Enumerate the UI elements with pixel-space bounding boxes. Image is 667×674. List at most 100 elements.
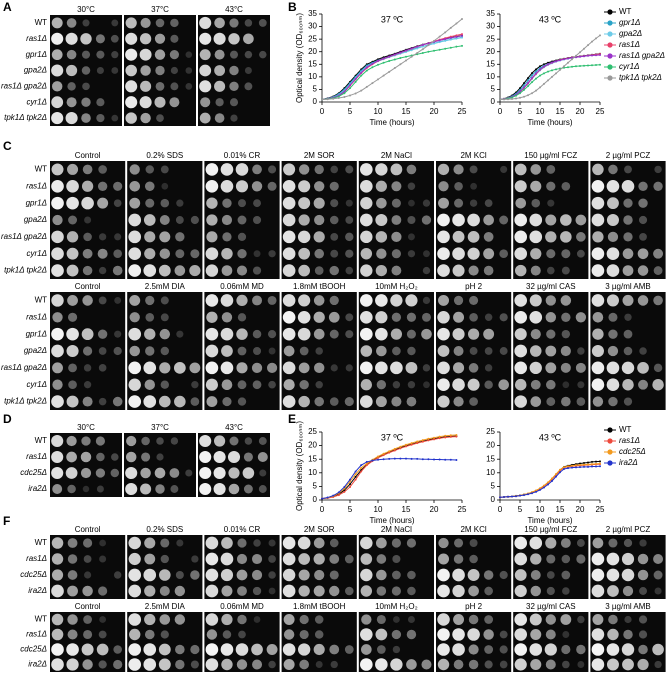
- x-axis-label: Time (hours): [527, 516, 572, 525]
- colony-spot: [51, 434, 64, 448]
- colony-spot: [530, 585, 541, 597]
- colony-spot: [205, 264, 219, 277]
- y-tick-label: 5: [491, 85, 496, 94]
- colony-spot: [143, 643, 157, 656]
- colony-spot: [143, 214, 156, 226]
- colony-spot: [51, 344, 64, 358]
- colony-spot: [514, 569, 527, 581]
- curve-point: [583, 462, 585, 465]
- colony-spot: [606, 264, 620, 277]
- colony-spot: [51, 294, 64, 307]
- colony-spot: [653, 266, 663, 275]
- curve-point: [410, 442, 413, 445]
- colony-spot: [141, 452, 151, 462]
- curve-point: [547, 79, 549, 82]
- colony-spot: [159, 231, 171, 243]
- colony-spot: [623, 629, 633, 640]
- colony-spot: [199, 112, 211, 124]
- colony-spot: [313, 553, 325, 565]
- colony-spot: [51, 64, 64, 77]
- colony-spot: [140, 65, 151, 76]
- curve-point: [405, 457, 407, 460]
- colony-spot: [128, 613, 142, 626]
- curve-point: [539, 86, 541, 89]
- colony-spot: [252, 329, 262, 339]
- colony-spot: [51, 643, 64, 656]
- colony-spot: [113, 659, 123, 670]
- colony-spot: [454, 181, 463, 191]
- curve-point: [326, 496, 329, 499]
- colony-spot: [159, 585, 170, 597]
- curve-point: [563, 467, 565, 470]
- colony-spot: [514, 658, 527, 671]
- colony-spot: [214, 49, 225, 60]
- colony-spot: [407, 570, 416, 580]
- colony-spot: [391, 181, 402, 192]
- curve-point: [393, 457, 396, 460]
- colony-spot: [654, 587, 662, 595]
- x-tick-label: 10: [536, 107, 545, 116]
- colony-spot: [51, 32, 64, 45]
- curve-point: [321, 497, 323, 500]
- legend-label: cyr1Δ: [619, 62, 639, 71]
- colony-spot: [81, 66, 91, 75]
- colony-spot: [229, 50, 239, 59]
- curve-point: [563, 466, 565, 469]
- colony-spot: [407, 616, 415, 623]
- colony-spot: [80, 451, 92, 463]
- curve-point: [449, 435, 452, 438]
- colony-spot: [221, 345, 233, 357]
- colony-spot: [467, 230, 480, 243]
- colony-spot: [376, 345, 387, 357]
- colony-spot: [129, 345, 141, 357]
- curve-point: [511, 97, 513, 100]
- colony-spot: [639, 539, 647, 547]
- curve-point: [455, 35, 458, 38]
- colony-spot: [67, 538, 78, 548]
- colony-spot: [82, 396, 93, 407]
- colony-spot: [345, 364, 353, 372]
- colony-spot: [453, 396, 464, 407]
- x-tick-label: 25: [458, 107, 467, 116]
- y-tick-label: 10: [308, 72, 317, 81]
- colony-spot: [376, 248, 387, 259]
- colony-spot: [258, 485, 267, 493]
- colony-spot: [268, 347, 276, 355]
- colony-spot: [230, 114, 238, 122]
- strain-label: gpa2Δ: [24, 215, 47, 224]
- colony-spot: [299, 659, 310, 670]
- curve-point: [455, 459, 458, 462]
- y-tick-label: 20: [308, 47, 317, 56]
- colony-spot: [562, 381, 570, 389]
- colony-spot: [129, 197, 141, 209]
- colony-spot: [391, 198, 401, 208]
- colony-spot: [144, 537, 156, 549]
- curve-point: [543, 72, 545, 75]
- colony-spot: [125, 482, 138, 496]
- colony-spot: [214, 435, 226, 447]
- colony-spot: [236, 294, 248, 307]
- colony-spot: [156, 114, 164, 122]
- colony-spot: [577, 347, 585, 355]
- y-tick-label: 20: [486, 47, 495, 56]
- colony-spot: [653, 181, 663, 191]
- colony-spot: [236, 569, 248, 581]
- colony-spot: [623, 198, 633, 208]
- colony-spot: [314, 569, 325, 581]
- colony-spot: [66, 64, 78, 77]
- curve-point: [595, 465, 597, 468]
- colony-spot: [220, 361, 234, 375]
- x-tick-label: 0: [320, 505, 325, 514]
- condition-label: Control: [75, 525, 101, 534]
- colony-spot: [282, 264, 296, 277]
- colony-spot: [97, 329, 108, 339]
- colony-spot: [237, 380, 247, 390]
- colony-spot: [170, 34, 179, 43]
- curve-point: [399, 445, 402, 448]
- strain-label: ras1Δ: [26, 630, 47, 639]
- colony-spot: [623, 329, 633, 339]
- condition-label: 2M KCl: [460, 151, 486, 160]
- colony-spot: [624, 165, 632, 174]
- colony-spot: [144, 248, 156, 260]
- colony-spot: [174, 614, 186, 625]
